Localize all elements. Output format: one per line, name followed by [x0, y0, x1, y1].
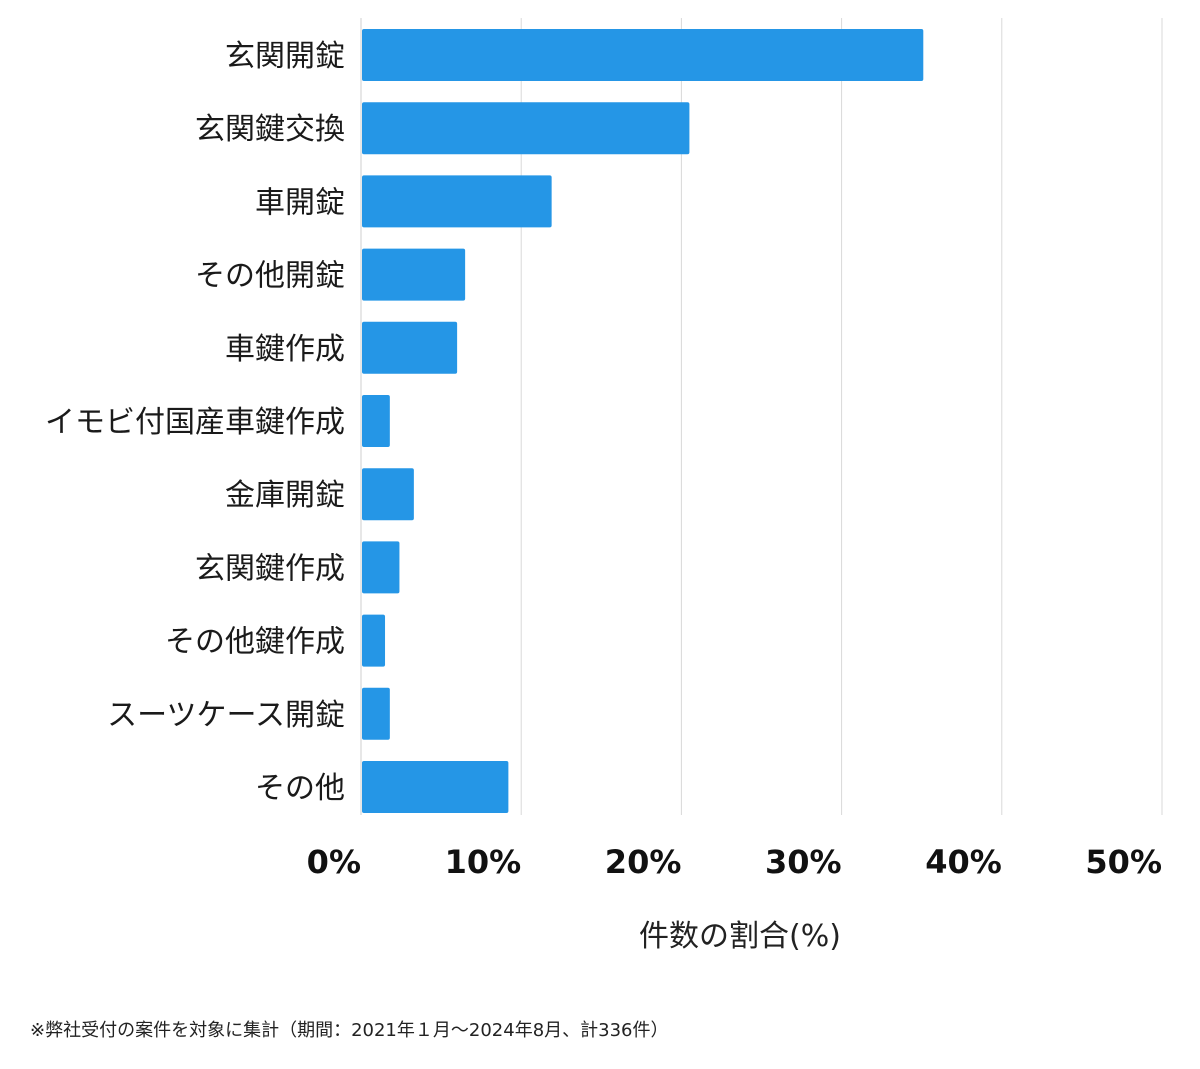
bar	[362, 175, 552, 228]
bar	[362, 614, 386, 667]
bar	[362, 395, 390, 447]
x-tick-labels: 0% 10% 20% 30% 40% 50%	[307, 843, 1162, 881]
category-label: 玄関鍵交換	[195, 112, 345, 147]
x-tick-label: 20%	[605, 843, 682, 881]
bar	[362, 321, 458, 374]
bars	[362, 29, 924, 813]
category-label: その他	[255, 771, 345, 806]
x-tick-label: 10%	[445, 843, 522, 881]
category-label: その他開錠	[195, 259, 345, 294]
x-tick-label: 30%	[765, 843, 842, 881]
footnote: ※弊社受付の案件を対象に集計（期間：2021年１月〜2024年8月、計336件）	[30, 1020, 669, 1041]
x-tick-label: 40%	[925, 843, 1002, 881]
bar	[362, 102, 690, 155]
bar	[362, 29, 924, 81]
category-label: スーツケース開錠	[107, 698, 345, 733]
bar	[362, 761, 509, 813]
x-axis-title: 件数の割合(%)	[639, 919, 841, 954]
category-label: 玄関開錠	[225, 39, 345, 74]
category-label: その他鍵作成	[165, 625, 345, 660]
category-labels: 玄関開錠玄関鍵交換車開錠その他開錠車鍵作成イモビ付国産車鍵作成金庫開錠玄関鍵作成…	[45, 39, 345, 806]
category-label: 車開錠	[255, 185, 345, 220]
x-tick-label: 0%	[307, 843, 361, 881]
bar	[362, 468, 414, 521]
bar	[362, 541, 400, 594]
category-label: 車鍵作成	[225, 332, 345, 367]
category-label: 金庫開錠	[225, 478, 345, 513]
bar	[362, 248, 466, 301]
bar	[362, 687, 390, 740]
category-label: イモビ付国産車鍵作成	[45, 405, 345, 440]
chart-canvas: 玄関開錠玄関鍵交換車開錠その他開錠車鍵作成イモビ付国産車鍵作成金庫開錠玄関鍵作成…	[45, 18, 1163, 954]
x-tick-label: 50%	[1085, 843, 1162, 881]
category-label: 玄関鍵作成	[195, 551, 345, 586]
